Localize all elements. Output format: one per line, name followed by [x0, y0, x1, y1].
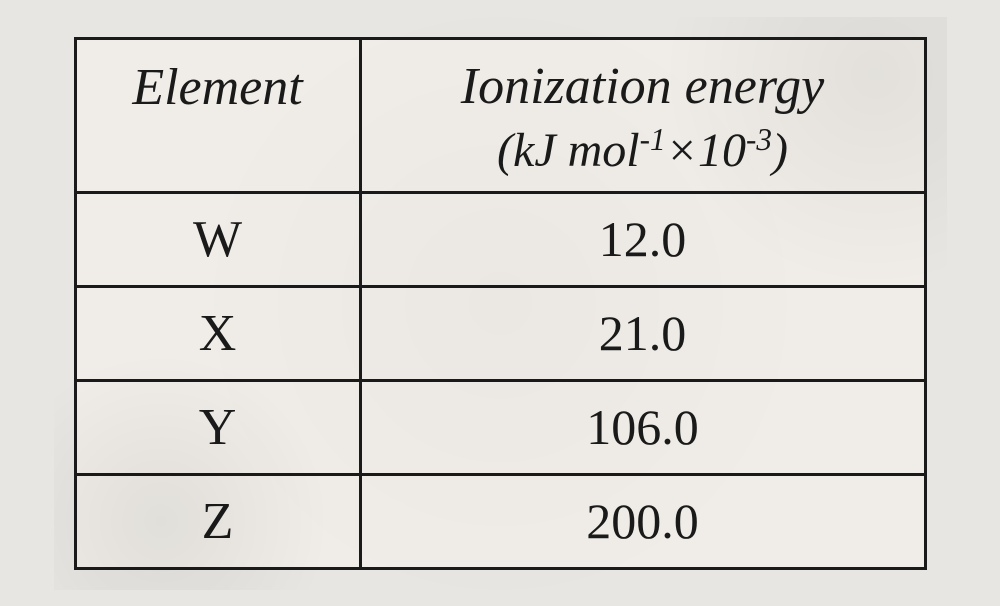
table-header-row: Element Ionization energy (kJ mol-1×10-3… [75, 38, 925, 192]
cell-value: 106.0 [360, 380, 925, 474]
cell-value: 200.0 [360, 474, 925, 568]
column-header-element: Element [75, 38, 360, 192]
column-header-ionization-energy: Ionization energy (kJ mol-1×10-3) [360, 38, 925, 192]
cell-value: 21.0 [360, 286, 925, 380]
ionization-table-container: Element Ionization energy (kJ mol-1×10-3… [74, 37, 927, 570]
unit-suffix: ) [772, 124, 788, 177]
cell-element: X [75, 286, 360, 380]
table-header: Element Ionization energy (kJ mol-1×10-3… [75, 38, 925, 192]
cell-element: Y [75, 380, 360, 474]
table-row: Z 200.0 [75, 474, 925, 568]
cell-element: Z [75, 474, 360, 568]
cell-element: W [75, 192, 360, 286]
unit-mid: ×10 [666, 124, 746, 177]
table-row: Y 106.0 [75, 380, 925, 474]
unit-sup1: -1 [640, 122, 666, 157]
table-row: X 21.0 [75, 286, 925, 380]
unit-prefix: (kJ mol [497, 124, 640, 177]
table-row: W 12.0 [75, 192, 925, 286]
header-energy-line2: (kJ mol-1×10-3) [372, 119, 914, 181]
header-energy-line1: Ionization energy [372, 54, 914, 119]
ionization-table: Element Ionization energy (kJ mol-1×10-3… [74, 37, 927, 570]
cell-value: 12.0 [360, 192, 925, 286]
unit-sup2: -3 [746, 122, 772, 157]
table-body: W 12.0 X 21.0 Y 106.0 Z 200.0 [75, 192, 925, 568]
